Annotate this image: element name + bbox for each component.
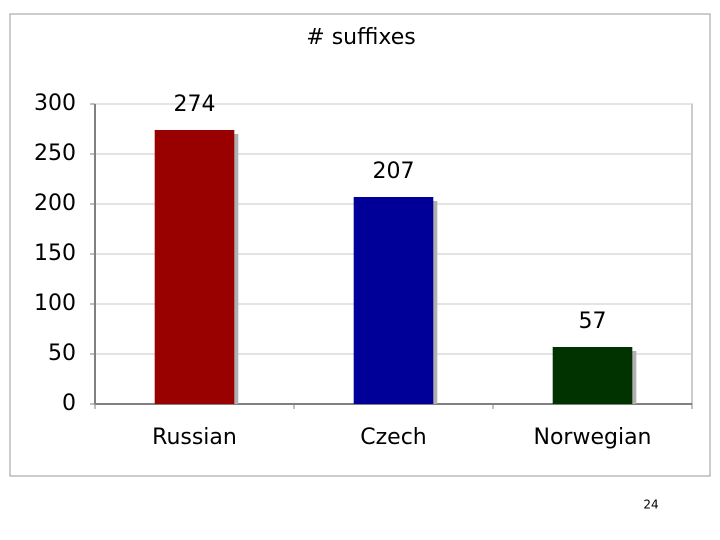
x-tick-label: Norwegian bbox=[534, 425, 652, 450]
y-tick-label: 200 bbox=[34, 191, 76, 216]
x-tick-label: Czech bbox=[360, 425, 426, 450]
y-tick-label: 150 bbox=[34, 241, 76, 266]
bar bbox=[353, 197, 434, 404]
slide-number: 24 bbox=[643, 498, 658, 512]
value-label: 57 bbox=[579, 309, 607, 334]
y-tick-label: 0 bbox=[62, 391, 76, 416]
x-tick-label: Russian bbox=[152, 425, 237, 450]
value-label: 207 bbox=[373, 159, 415, 184]
y-tick-label: 250 bbox=[34, 141, 76, 166]
value-label: 274 bbox=[174, 92, 216, 117]
y-tick-label: 300 bbox=[34, 91, 76, 116]
y-tick-label: 100 bbox=[34, 291, 76, 316]
bar bbox=[552, 347, 633, 404]
chart-title: # suffixes bbox=[306, 25, 415, 50]
y-tick-label: 50 bbox=[48, 341, 76, 366]
bar bbox=[154, 130, 235, 404]
